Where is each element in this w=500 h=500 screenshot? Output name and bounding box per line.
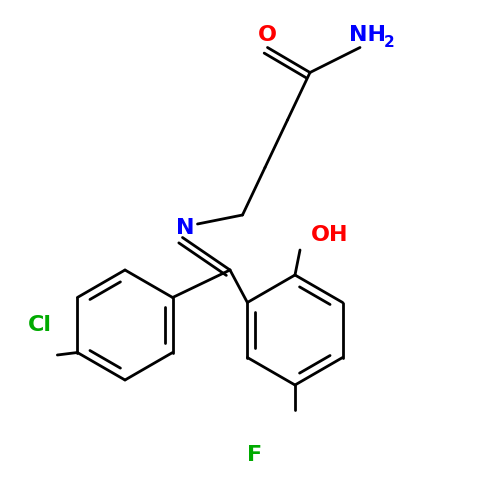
Text: N: N — [176, 218, 194, 238]
Text: O: O — [258, 25, 277, 45]
Text: 2: 2 — [384, 35, 394, 50]
Text: F: F — [248, 445, 262, 465]
Text: NH: NH — [349, 25, 386, 45]
Text: Cl: Cl — [28, 315, 52, 335]
Text: OH: OH — [311, 225, 349, 245]
